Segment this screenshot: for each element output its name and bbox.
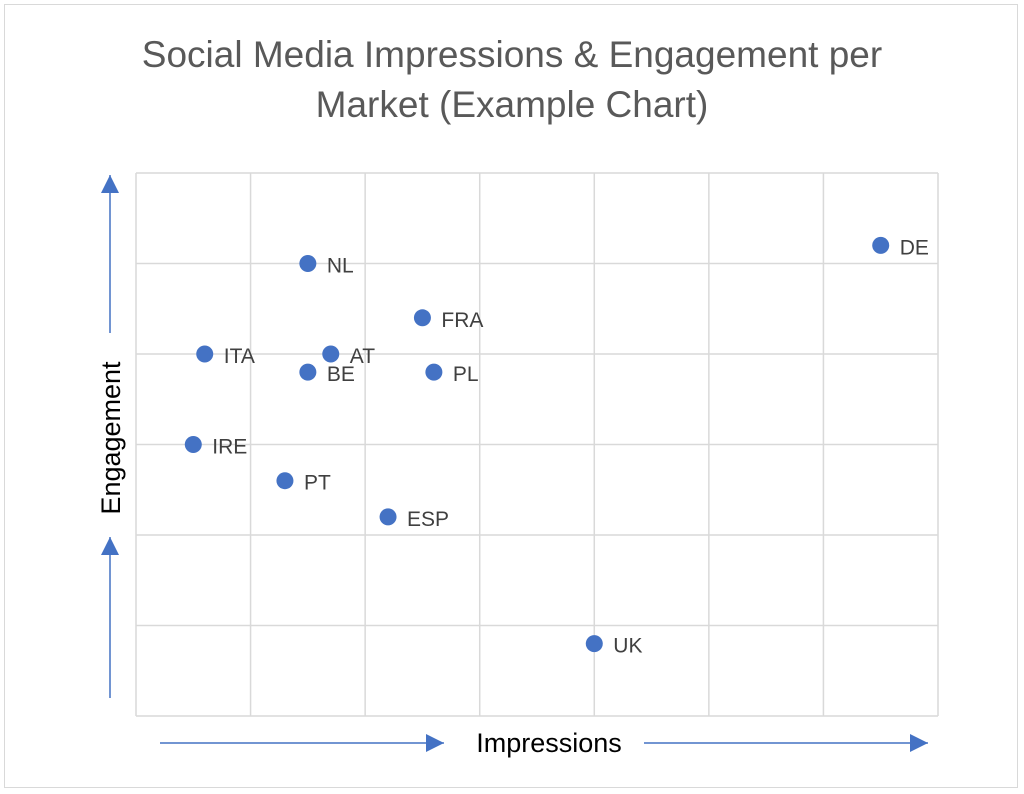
data-point-esp — [379, 508, 397, 526]
y-arrow-top-head — [101, 175, 119, 193]
data-point-pl — [425, 363, 443, 381]
data-label-pl: PL — [453, 363, 479, 386]
data-point-ire — [184, 436, 202, 453]
y-arrow-bottom-head — [101, 537, 119, 555]
data-label-fra: FRA — [441, 309, 483, 332]
grid-lines — [135, 172, 939, 717]
data-label-esp: ESP — [407, 508, 449, 531]
chart-frame — [4, 4, 1018, 788]
data-label-nl: NL — [327, 255, 354, 278]
data-label-ita: ITA — [224, 345, 255, 368]
chart-title-line-1: Social Media Impressions & Engagement pe… — [141, 34, 883, 75]
data-point-nl — [299, 255, 317, 272]
data-label-pt: PT — [304, 472, 331, 495]
data-label-be: BE — [327, 363, 355, 386]
data-point-at — [322, 345, 340, 363]
data-label-ire: IRE — [212, 436, 247, 459]
chart-title: Social Media Impressions & Engagement pe… — [0, 30, 1024, 130]
axis-arrows — [101, 175, 928, 752]
data-label-uk: UK — [613, 635, 642, 658]
x-arrow-right-head — [910, 734, 928, 752]
x-axis-title: Impressions — [476, 728, 622, 758]
y-axis-title: Engagement — [96, 361, 126, 515]
data-point-de — [872, 236, 890, 254]
data-point-uk — [585, 635, 603, 653]
chart-title-line-2: Market (Example Chart) — [315, 84, 709, 125]
data-point-ita — [196, 345, 214, 363]
x-arrow-left-head — [426, 734, 444, 752]
data-point-pt — [276, 472, 294, 490]
data-label-de: DE — [900, 236, 929, 259]
data-point-be — [299, 363, 317, 381]
data-point-fra — [413, 309, 431, 327]
data-label-at: AT — [350, 345, 375, 368]
